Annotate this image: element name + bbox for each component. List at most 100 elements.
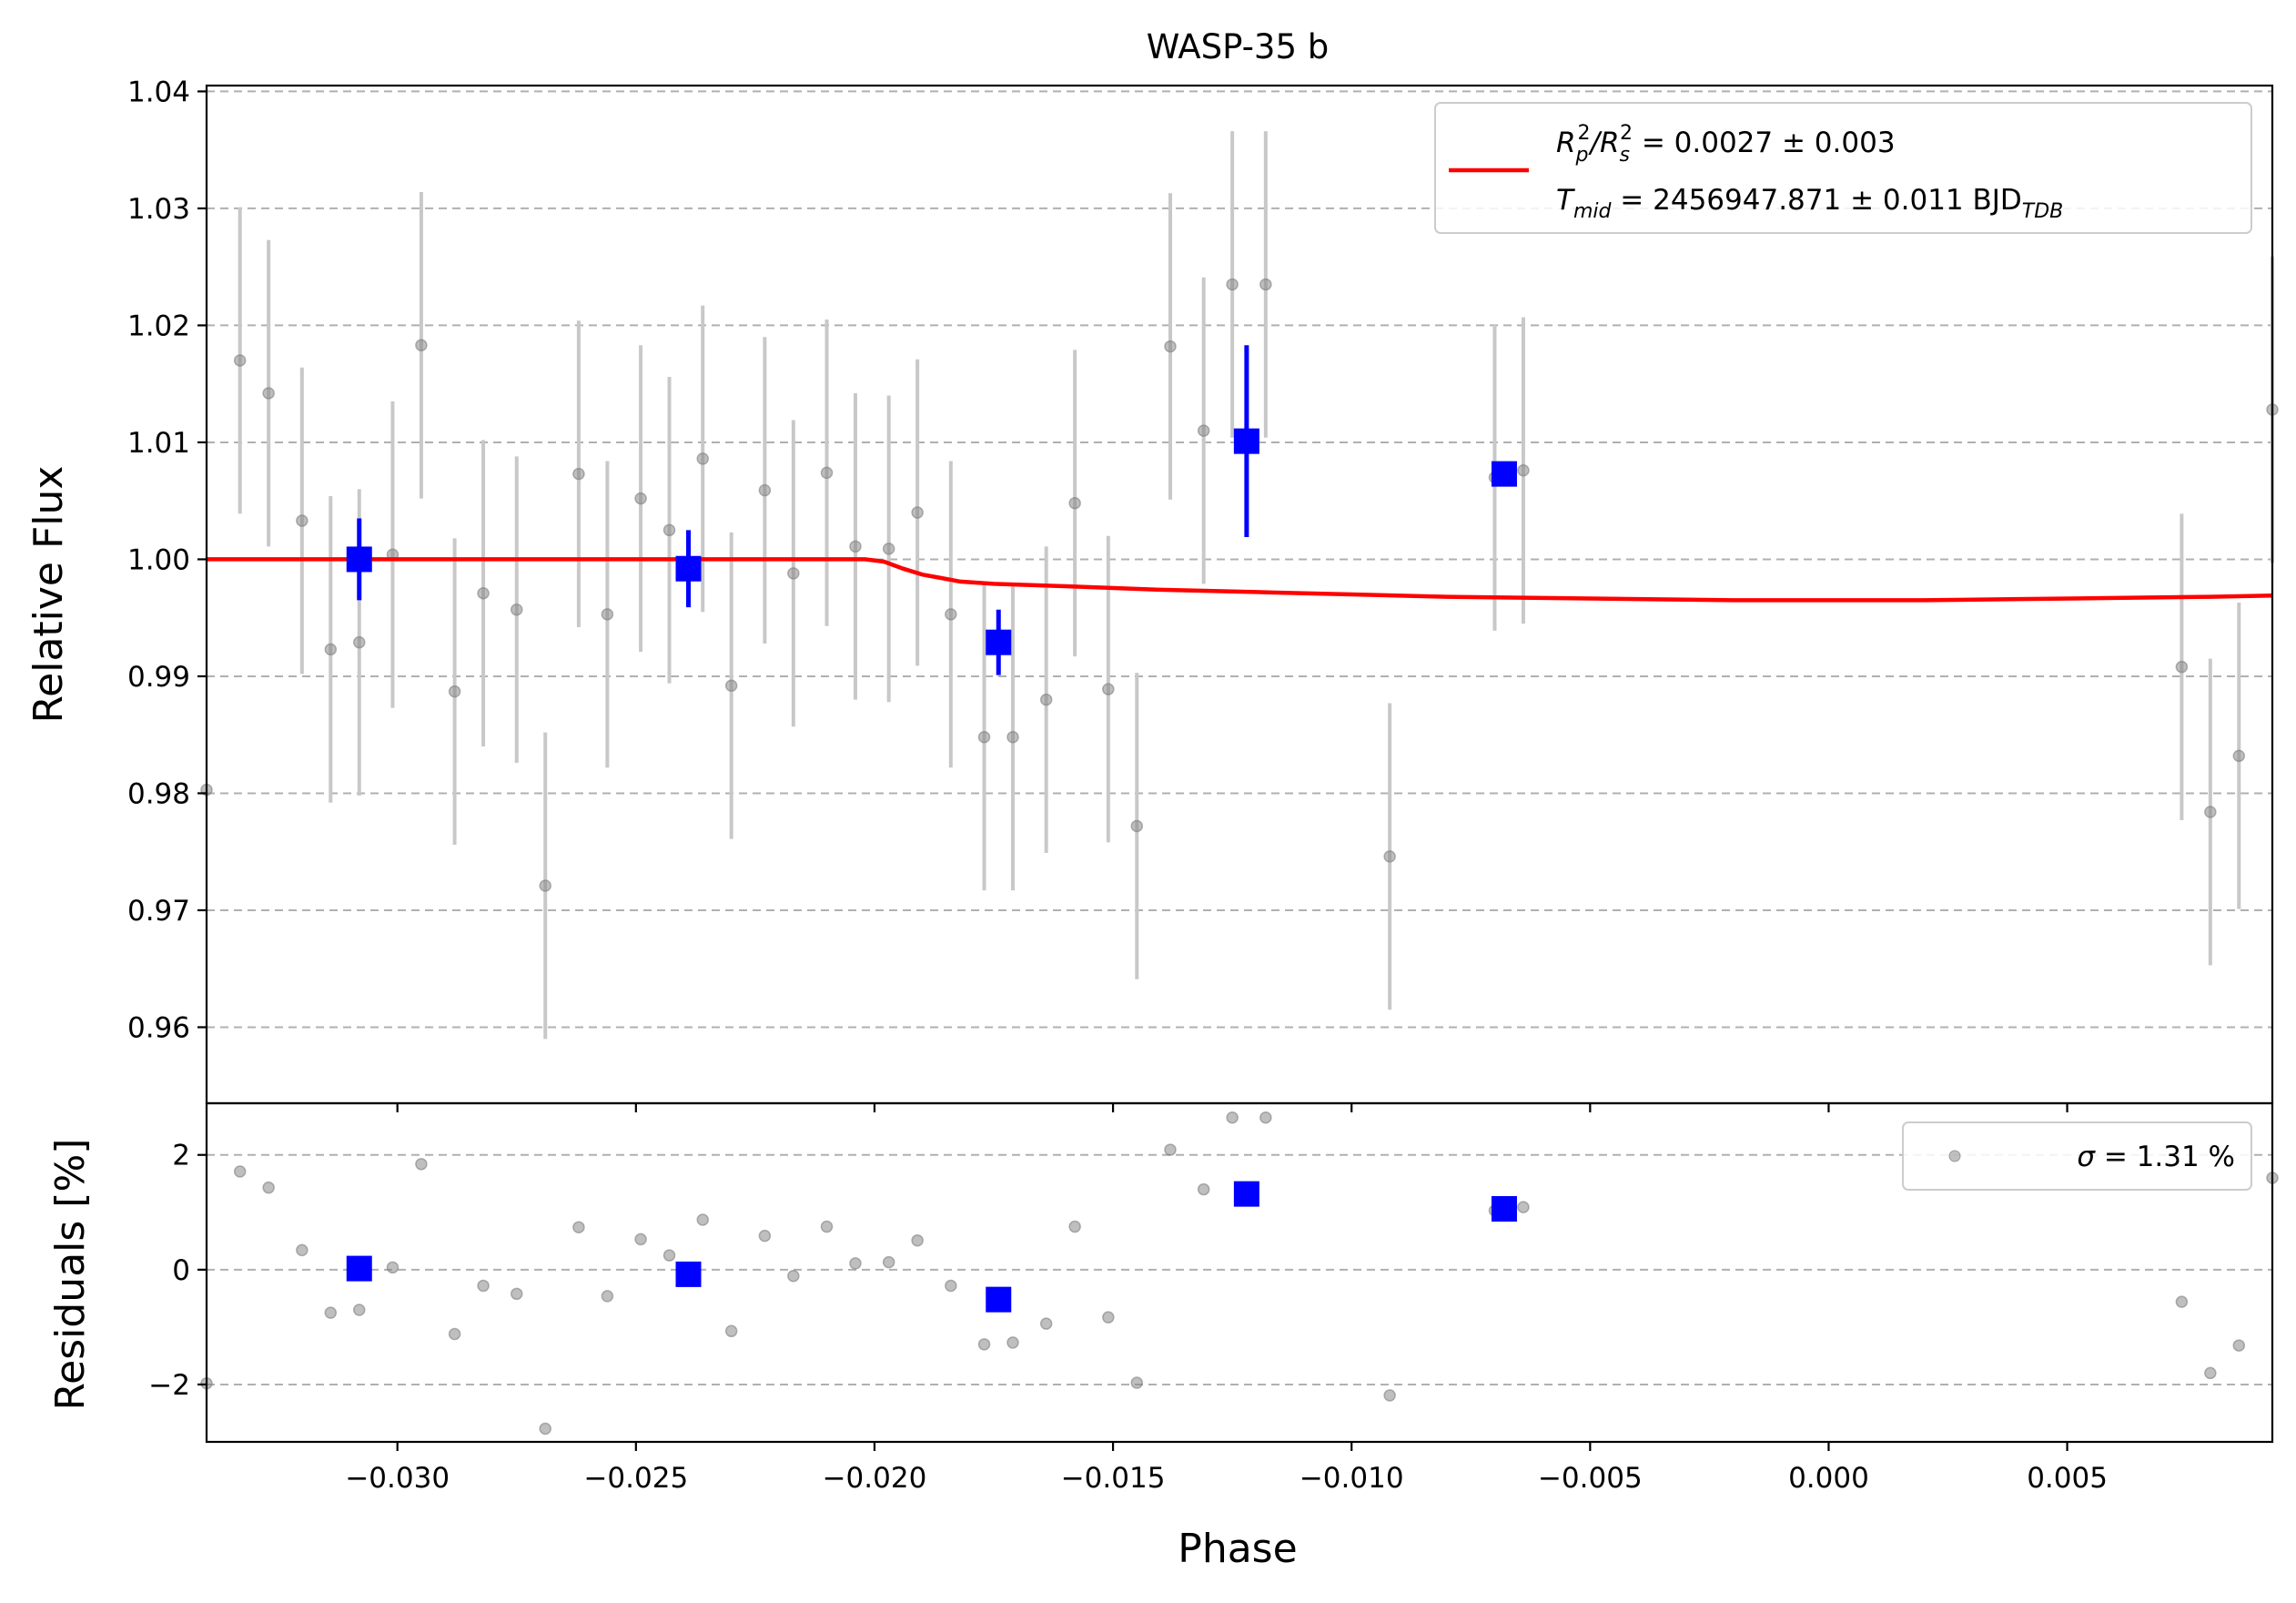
residuals-raw-point (696, 1213, 709, 1226)
residuals-raw-point (1197, 1182, 1210, 1196)
flux-raw-point (353, 635, 366, 649)
flux-raw-point (1164, 340, 1177, 353)
flux-binned-points (346, 345, 1517, 675)
residuals-raw-point (262, 1181, 275, 1194)
flux-binned-point (1491, 461, 1517, 487)
flux-raw-point (1383, 850, 1396, 863)
residuals-raw-point (511, 1287, 523, 1301)
residuals-x-tick-label: −0.030 (345, 1462, 450, 1495)
flux-raw-point (415, 339, 428, 352)
residuals-panel: −2 0 2 −0.030 −0.025 −0.020 −0.015 −0.010 −0.00… (47, 1101, 2279, 1572)
residuals-y-tick-label: −2 (148, 1369, 190, 1402)
residuals-raw-point (882, 1255, 895, 1269)
residuals-raw-point (296, 1243, 308, 1257)
flux-y-tick-label: 0.98 (127, 777, 190, 810)
residuals-raw-point (601, 1290, 614, 1303)
residuals-x-tick-label: −0.025 (583, 1462, 688, 1495)
flux-y-tick-label: 0.97 (127, 895, 190, 928)
flux-y-tick-label: 1.04 (127, 76, 190, 108)
flux-raw-point (820, 466, 834, 480)
residuals-raw-point (477, 1279, 490, 1293)
residuals-raw-points (200, 1111, 2279, 1436)
residuals-raw-point (539, 1422, 551, 1436)
residuals-raw-point (911, 1233, 924, 1247)
flux-raw-point (296, 514, 308, 527)
flux-legend-box (1434, 102, 2252, 234)
residuals-raw-point (2232, 1339, 2246, 1352)
flux-raw-point (2175, 660, 2189, 674)
residuals-raw-point (386, 1261, 400, 1274)
flux-raw-point (324, 643, 338, 656)
flux-raw-point (233, 354, 247, 367)
residuals-legend-sigma: σ = 1.31 % (2077, 1141, 2235, 1173)
flux-y-tick-label: 1.02 (127, 309, 190, 342)
flux-legend-radius-ratio: Rp2/Rs2 = 0.0027 ± 0.003 (1556, 122, 1896, 167)
residuals-raw-point (448, 1327, 461, 1341)
residuals-y-tick-label: 2 (172, 1140, 190, 1172)
residuals-raw-point (1517, 1201, 1530, 1213)
flux-binned-point (986, 629, 1012, 655)
flux-raw-point (758, 483, 772, 497)
flux-raw-point (1130, 819, 1144, 833)
flux-raw-point (572, 467, 585, 481)
flux-raw-point (849, 540, 862, 553)
flux-raw-point (787, 567, 800, 580)
residuals-binned-point (675, 1261, 702, 1287)
residuals-x-ticks: −0.030 −0.025 −0.020 −0.015 −0.010 −0.005 0.00… (345, 1442, 2108, 1495)
residuals-raw-point (1006, 1336, 1019, 1349)
residuals-y-tick-label: 0 (172, 1254, 190, 1287)
residuals-binned-point (1491, 1196, 1517, 1223)
flux-raw-point (724, 679, 738, 692)
residuals-x-tick-label: −0.015 (1061, 1462, 1166, 1495)
residuals-legend-box (1902, 1121, 2252, 1191)
residuals-raw-point (572, 1221, 585, 1233)
residuals-raw-point (1259, 1111, 1272, 1124)
flux-y-tick-label: 1.00 (127, 543, 190, 576)
residuals-binned-points (346, 1181, 1517, 1313)
flux-y-tick-label: 0.96 (127, 1011, 190, 1044)
residuals-raw-point (324, 1306, 338, 1319)
flux-raw-point (1259, 278, 1272, 291)
residuals-raw-point (820, 1220, 834, 1233)
flux-raw-point (511, 603, 523, 616)
residuals-raw-point (415, 1158, 428, 1171)
flux-raw-point (882, 543, 895, 555)
residuals-raw-point (787, 1270, 800, 1283)
residuals-x-tick-label: −0.005 (1538, 1462, 1643, 1495)
residuals-raw-point (1383, 1389, 1396, 1402)
flux-raw-point (477, 586, 490, 600)
residuals-raw-point (1068, 1220, 1081, 1233)
residuals-y-ticks: −2 0 2 (148, 1140, 207, 1402)
flux-y-tick-label: 0.99 (127, 661, 190, 694)
flux-legend: Rp2/Rs2 = 0.0027 ± 0.003 Tmid = 2456947.… (1434, 102, 2252, 234)
flux-legend-mid-time: Tmid = 2456947.871 ± 0.011 BJDTDB (1556, 184, 2063, 223)
flux-raw-point (1006, 731, 1019, 744)
flux-raw-point (448, 685, 461, 698)
residuals-x-tick-label: 0.000 (1788, 1462, 1869, 1495)
flux-raw-point (634, 492, 647, 505)
flux-raw-point (601, 608, 614, 621)
flux-y-tick-label: 1.01 (127, 427, 190, 460)
flux-raw-point (2232, 749, 2246, 763)
residuals-raw-point (758, 1229, 772, 1243)
residuals-binned-point (986, 1286, 1012, 1313)
residuals-raw-point (1130, 1376, 1144, 1389)
flux-raw-point (945, 608, 957, 621)
residuals-raw-point (1039, 1317, 1053, 1330)
flux-raw-point (977, 731, 991, 744)
flux-y-tick-label: 1.03 (127, 193, 190, 226)
residuals-x-tick-label: 0.005 (2027, 1462, 2108, 1495)
residuals-raw-point (634, 1233, 647, 1246)
residuals-raw-point (977, 1338, 991, 1351)
residuals-x-tick-label: −0.020 (823, 1462, 927, 1495)
residuals-binned-point (1233, 1181, 1259, 1207)
x-axis-label: Phase (1178, 1526, 1297, 1572)
residuals-raw-point (849, 1257, 862, 1270)
residuals-binned-point (346, 1255, 372, 1282)
flux-raw-point (663, 523, 676, 537)
residuals-raw-point (1102, 1311, 1115, 1324)
residuals-y-axis-label: Residuals [%] (47, 1139, 94, 1411)
flux-binned-point (346, 546, 372, 573)
flux-model-curve (207, 557, 2273, 603)
